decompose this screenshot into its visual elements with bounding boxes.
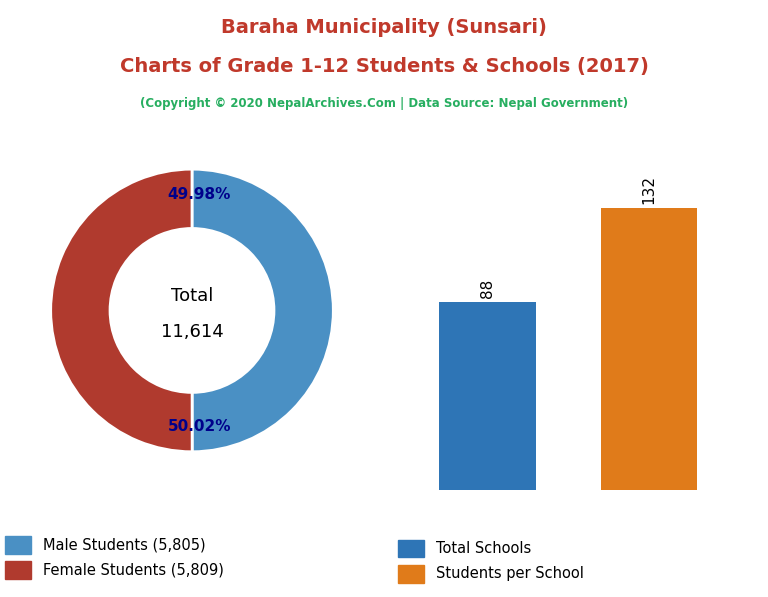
Text: 49.98%: 49.98% <box>167 187 230 202</box>
Legend: Male Students (5,805), Female Students (5,809): Male Students (5,805), Female Students (… <box>5 536 223 578</box>
Wedge shape <box>51 169 192 452</box>
Wedge shape <box>192 169 333 452</box>
Text: Baraha Municipality (Sunsari): Baraha Municipality (Sunsari) <box>221 18 547 37</box>
Text: 50.02%: 50.02% <box>167 419 231 434</box>
Text: 11,614: 11,614 <box>161 322 223 341</box>
Text: Total: Total <box>170 287 214 305</box>
Bar <box>601 208 697 490</box>
Text: (Copyright © 2020 NepalArchives.Com | Data Source: Nepal Government): (Copyright © 2020 NepalArchives.Com | Da… <box>140 97 628 110</box>
Legend: Total Schools, Students per School: Total Schools, Students per School <box>398 540 584 583</box>
Text: Charts of Grade 1-12 Students & Schools (2017): Charts of Grade 1-12 Students & Schools … <box>120 57 648 76</box>
Text: 132: 132 <box>641 175 657 204</box>
Bar <box>439 302 536 490</box>
Text: 88: 88 <box>480 278 495 298</box>
